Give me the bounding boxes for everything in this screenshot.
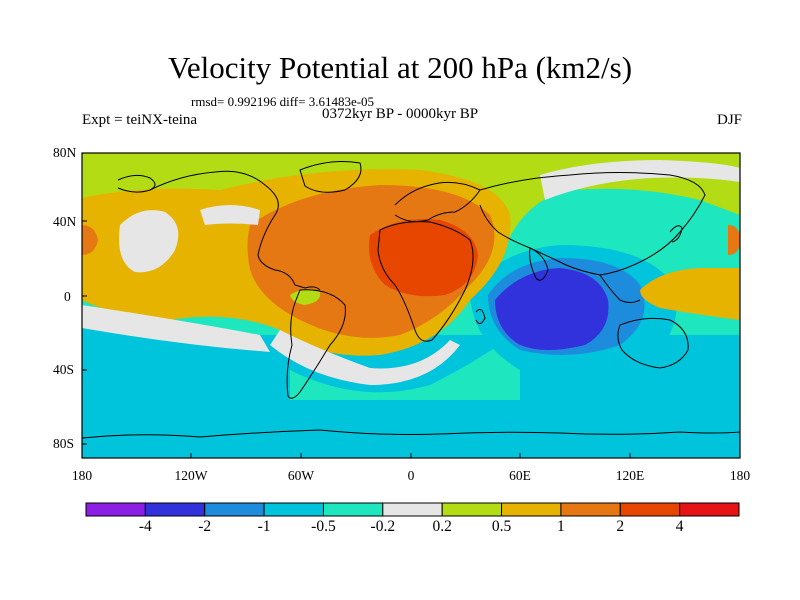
coast-japan bbox=[669, 225, 683, 243]
region-north-america-white bbox=[200, 205, 260, 225]
coastlines bbox=[82, 161, 740, 439]
colorbar-label: 4 bbox=[675, 518, 684, 535]
colorbar-swatch bbox=[322, 502, 384, 517]
colorbar-label: 0.2 bbox=[432, 518, 452, 535]
lat-label-80n: 80N bbox=[53, 145, 77, 160]
lon-label-0: 0 bbox=[407, 468, 415, 483]
lat-label-40n: 40N bbox=[53, 214, 77, 229]
experiment-label: Expt = teiNX-teina bbox=[82, 112, 198, 128]
lat-label-40s: 40S bbox=[53, 362, 75, 377]
region-south-atlantic-white bbox=[270, 330, 460, 385]
colorbar-label: -0.5 bbox=[311, 518, 336, 535]
region-west-edge-orange bbox=[82, 225, 98, 255]
region-north-pacific-white bbox=[119, 210, 179, 273]
lat-label-0: 0 bbox=[64, 289, 71, 304]
colorbar-swatch bbox=[263, 502, 324, 517]
region-asia-white bbox=[540, 160, 740, 200]
lon-label-120w: 120W bbox=[174, 468, 208, 483]
lat-label-80s: 80S bbox=[53, 436, 75, 451]
band-south-atlantic-teal bbox=[290, 330, 520, 400]
colorbar-swatch bbox=[144, 502, 206, 517]
region-pacific-white-band bbox=[82, 305, 270, 352]
map-plot bbox=[82, 153, 740, 458]
colorbar-swatch bbox=[619, 502, 681, 517]
colorbar-swatch bbox=[560, 502, 621, 517]
coast-north-america bbox=[149, 170, 321, 291]
colorbar-swatch bbox=[382, 502, 443, 517]
colorbar-label: -4 bbox=[138, 518, 152, 535]
coast-greenland bbox=[299, 161, 362, 193]
coast-europe bbox=[394, 181, 481, 223]
lon-label-180e: 180 bbox=[729, 468, 751, 483]
stats-text: rmsd= 0.992196 diff= 3.61483e-05 bbox=[191, 94, 375, 109]
colorbar-swatch bbox=[204, 502, 265, 517]
region-east-edge-orange bbox=[728, 225, 740, 255]
lon-label-120e: 120E bbox=[615, 468, 645, 483]
colorbar-swatch bbox=[441, 502, 503, 517]
lon-label-60w: 60W bbox=[287, 468, 315, 483]
colorbar-swatch bbox=[679, 502, 740, 517]
region-east-pacific-orange bbox=[640, 268, 740, 320]
coast-southeast-asia bbox=[599, 274, 641, 303]
map-title: Velocity Potential at 200 hPa (km2/s) bbox=[167, 50, 633, 85]
region-indian-ocean-deep-blue bbox=[495, 268, 609, 350]
lon-label-180w: 180 bbox=[71, 468, 93, 483]
map-ticks bbox=[81, 152, 741, 458]
coast-south-america bbox=[286, 289, 346, 399]
period-label: 0372kyr BP - 0000kyr BP bbox=[322, 106, 479, 122]
lon-label-60e: 60E bbox=[509, 468, 531, 483]
season-label: DJF bbox=[716, 112, 742, 128]
colorbar-label: 2 bbox=[616, 518, 625, 535]
colorbar-label: -1 bbox=[257, 518, 271, 535]
colorbar-label: 0.5 bbox=[491, 518, 512, 535]
region-africa-red bbox=[369, 219, 478, 297]
coast-africa bbox=[377, 221, 474, 342]
colorbar-swatch bbox=[501, 502, 562, 517]
colorbar-label: -0.2 bbox=[370, 518, 396, 535]
region-amazon-green bbox=[290, 289, 321, 305]
coast-madagascar bbox=[475, 309, 486, 324]
coast-antarctica bbox=[82, 429, 740, 439]
coast-australia bbox=[617, 317, 689, 369]
coast-alaska bbox=[117, 174, 156, 193]
coast-asia bbox=[479, 172, 706, 276]
colorbar bbox=[85, 502, 740, 517]
colorbar-swatch bbox=[85, 502, 146, 517]
colorbar-label: -2 bbox=[198, 518, 212, 535]
colorbar-label: 1 bbox=[557, 518, 565, 535]
coast-india bbox=[529, 247, 549, 281]
